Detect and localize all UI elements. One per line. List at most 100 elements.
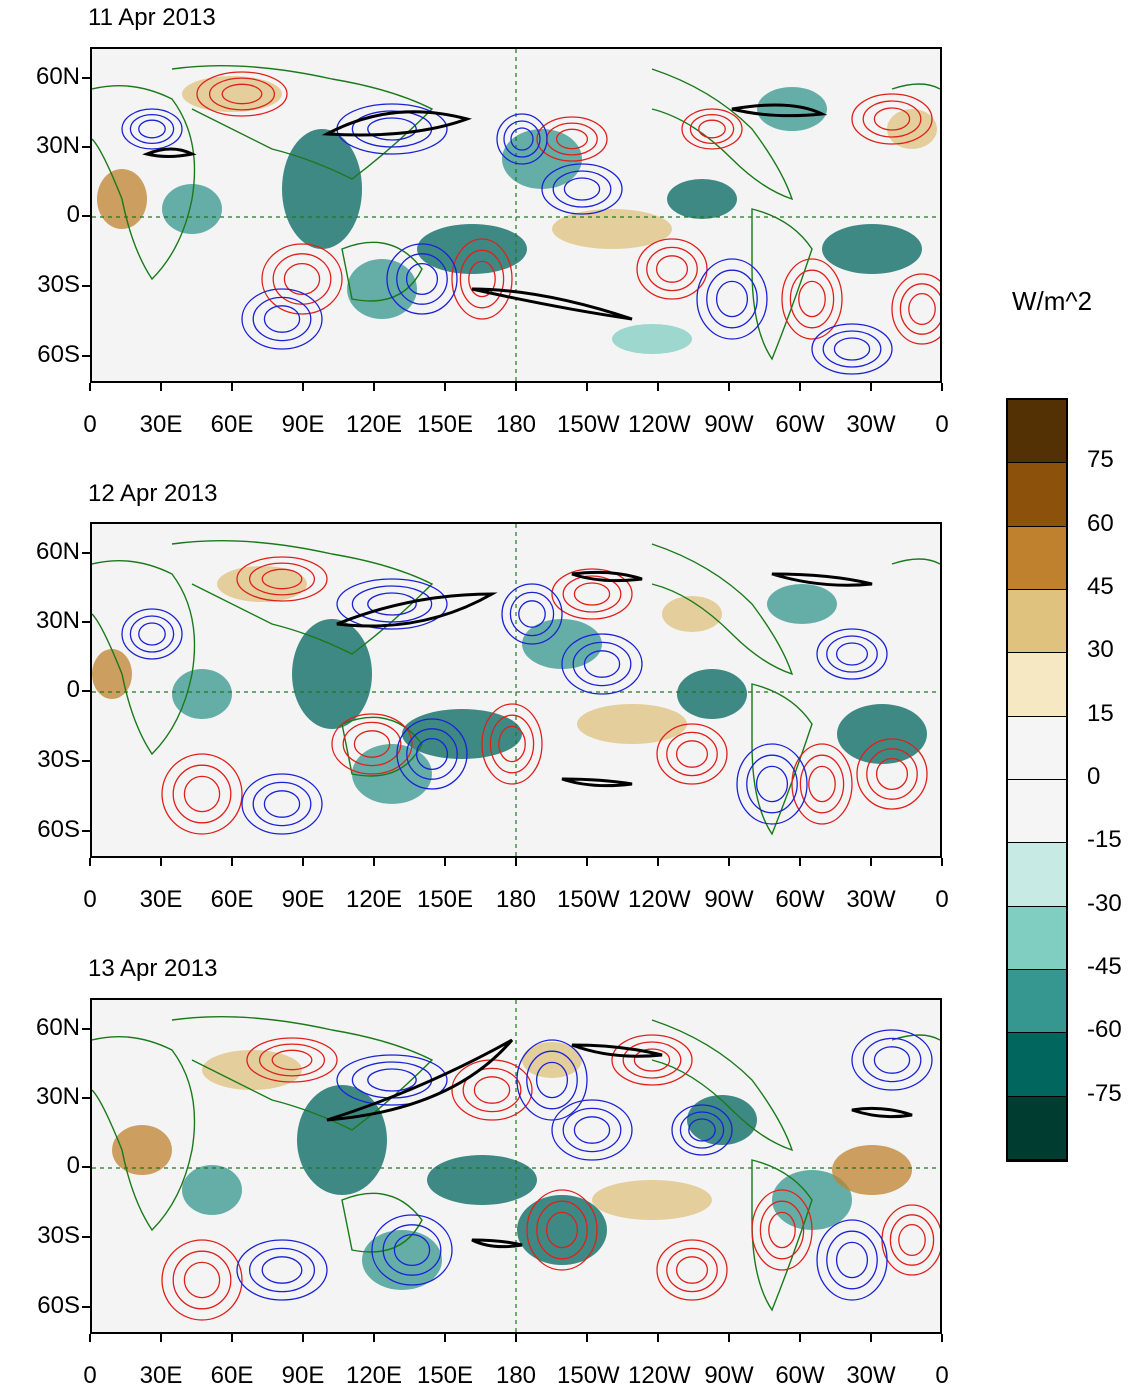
positive-contour (551, 568, 633, 620)
lon-label: 30W (846, 886, 896, 913)
positive-contour (622, 1041, 682, 1079)
colorbar-cell (1008, 780, 1066, 844)
negative-contour (121, 108, 183, 150)
positive-contour (646, 246, 698, 292)
positive-contour (481, 703, 543, 785)
lon-label: 150W (557, 411, 620, 438)
panel-title-2: 12 Apr 2013 (88, 480, 218, 507)
shading-blob (502, 129, 582, 189)
negative-contour (816, 1219, 888, 1301)
positive-contour (183, 775, 221, 813)
negative-contour (336, 1054, 448, 1106)
positive-contour (161, 753, 243, 835)
lon-tick (941, 858, 943, 866)
positive-contour (342, 721, 402, 767)
shading-blob (832, 1145, 912, 1195)
lon-tick (444, 383, 446, 391)
thick-contour (571, 570, 643, 583)
negative-contour (551, 1099, 633, 1161)
positive-contour (633, 1048, 671, 1072)
map-panel-1 (90, 47, 942, 383)
positive-contour (656, 723, 728, 785)
negative-contour (351, 110, 433, 148)
negative-contour (510, 127, 534, 151)
positive-contour (808, 765, 836, 803)
shading-blob (282, 129, 362, 249)
lon-label: 0 (83, 886, 97, 913)
lat-tick (82, 552, 90, 554)
colorbar-label: 45 (1087, 573, 1114, 600)
positive-contour (183, 1261, 221, 1299)
lon-tick (89, 383, 91, 391)
negative-contour (393, 1233, 431, 1267)
lon-tick (444, 858, 446, 866)
lon-label: 90E (281, 886, 325, 913)
positive-contour (526, 1189, 598, 1271)
shading-layer (92, 566, 927, 804)
coastline-path (891, 558, 940, 565)
shading-blob (112, 1125, 172, 1175)
coastline-layer (92, 539, 940, 836)
negative-contour (715, 280, 749, 318)
lon-tick (586, 1334, 588, 1342)
coastline-path (92, 560, 196, 756)
thick-contour (326, 1038, 514, 1122)
lon-label: 60W (775, 1362, 825, 1389)
negative-contour (263, 790, 301, 818)
lon-label: 180 (495, 411, 537, 438)
negative-contour (862, 1037, 922, 1083)
lon-tick (728, 383, 730, 391)
shading-blob (767, 584, 837, 624)
colorbar-label: 15 (1087, 699, 1114, 727)
map-panel-3 (90, 998, 942, 1334)
positive-contour (873, 107, 911, 131)
positive-contour (781, 258, 843, 340)
negative-contour (386, 243, 458, 315)
negative-contour (552, 170, 612, 208)
map-layer-2 (92, 524, 940, 856)
shading-blob (427, 1155, 537, 1205)
panel-title-3: 13 Apr 2013 (88, 955, 218, 982)
positive-contour (698, 119, 726, 139)
shading-blob (217, 566, 307, 602)
negative-contour (367, 1068, 417, 1092)
shading-blob (292, 619, 372, 729)
lon-tick (870, 1334, 872, 1342)
shading-blob (887, 109, 937, 149)
shading-blob (402, 709, 522, 759)
positive-contour (459, 249, 505, 309)
lon-label: 120W (628, 886, 691, 913)
lon-label: 120W (628, 411, 691, 438)
positive-contour (573, 582, 611, 606)
negative-contour (396, 718, 468, 790)
positive-contour (798, 280, 826, 318)
positive-contour (862, 100, 922, 138)
lon-tick (231, 1334, 233, 1342)
negative-contour (562, 1107, 622, 1153)
positive-contour (681, 108, 743, 150)
lon-label: 150W (557, 1362, 620, 1389)
positive-contour (656, 1239, 728, 1301)
colorbar-cell (1008, 653, 1066, 717)
negative-contour (706, 269, 758, 329)
negative-contour (496, 113, 548, 165)
lon-tick (231, 383, 233, 391)
negative-contour (382, 1224, 442, 1276)
lon-tick (160, 1334, 162, 1342)
positive-contour (799, 754, 845, 814)
thick-contour (142, 147, 197, 158)
positive-contour (248, 562, 316, 596)
colorbar-cell (1008, 590, 1066, 654)
lon-label: 0 (935, 886, 949, 913)
thick-contour (471, 1238, 523, 1249)
lon-label: 30E (139, 1362, 183, 1389)
negative-contour (405, 262, 439, 296)
positive-contour (271, 1049, 313, 1071)
negative-contour (833, 337, 871, 361)
lon-label: 30E (139, 886, 183, 913)
colorbar-label: 75 (1087, 446, 1114, 474)
thick-contour (471, 287, 633, 321)
coastline-path (751, 1159, 813, 1312)
lat-label: 0 (66, 201, 80, 228)
negative-contour (572, 641, 632, 687)
